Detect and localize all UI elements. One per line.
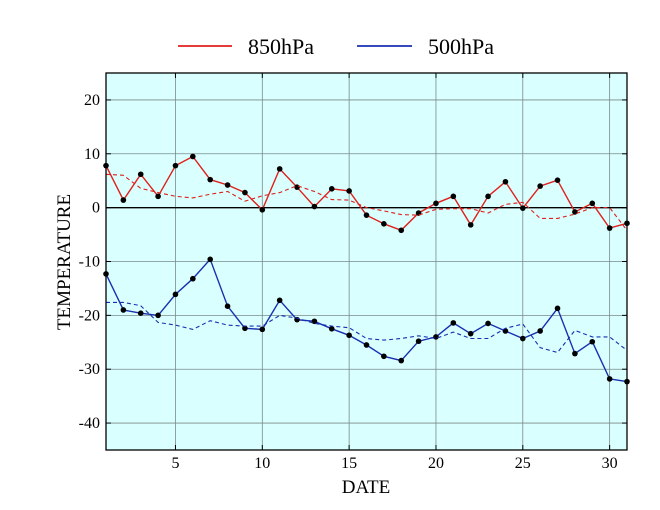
data-point-850hpa xyxy=(242,189,248,196)
data-point-500hpa xyxy=(242,325,248,332)
data-point-500hpa xyxy=(311,318,318,325)
data-point-850hpa xyxy=(537,183,543,189)
data-point-850hpa xyxy=(328,185,335,192)
data-point-500hpa xyxy=(485,320,491,327)
y-tick-label: -20 xyxy=(79,307,100,324)
y-tick-label: 10 xyxy=(84,146,100,163)
data-point-500hpa xyxy=(572,350,578,357)
y-tick-label: 20 xyxy=(84,92,100,109)
x-tick-label: 30 xyxy=(602,455,618,472)
legend-500hpa-label: 500hPa xyxy=(428,34,494,59)
data-point-500hpa xyxy=(467,330,474,337)
data-point-850hpa xyxy=(467,222,474,228)
data-point-500hpa xyxy=(415,338,422,345)
data-point-500hpa xyxy=(276,297,283,304)
series-layer xyxy=(103,153,630,385)
data-point-500hpa xyxy=(259,326,266,333)
y-tick-label: -40 xyxy=(79,415,100,432)
data-point-850hpa xyxy=(433,200,439,207)
y-tick-label: 0 xyxy=(92,200,100,217)
data-point-850hpa xyxy=(572,209,578,215)
data-point-500hpa xyxy=(520,335,526,342)
legend: 850hPa 500hPa xyxy=(178,34,494,59)
data-point-500hpa xyxy=(589,338,596,345)
data-point-850hpa xyxy=(589,200,596,207)
data-point-500hpa xyxy=(363,342,370,348)
y-axis-label: TEMPERATURE xyxy=(54,194,75,330)
data-point-850hpa xyxy=(520,205,526,211)
data-point-850hpa xyxy=(137,171,144,178)
series-line-850hpa-dashed xyxy=(105,173,628,231)
data-point-850hpa xyxy=(502,178,509,185)
x-axis-label: DATE xyxy=(342,477,391,498)
x-tick-label: 15 xyxy=(341,455,357,472)
data-point-500hpa xyxy=(328,326,335,332)
legend-850hpa-label: 850hPa xyxy=(248,34,314,59)
data-point-500hpa xyxy=(155,312,161,319)
data-point-850hpa xyxy=(294,184,300,190)
data-point-500hpa xyxy=(381,353,387,360)
data-point-850hpa xyxy=(276,166,283,172)
y-tick-label: -30 xyxy=(79,361,100,378)
data-point-500hpa xyxy=(554,305,561,312)
y-tick-label: -10 xyxy=(79,254,100,271)
data-point-850hpa xyxy=(311,203,318,210)
data-point-850hpa xyxy=(606,225,613,231)
series-line-500hpa-dashed xyxy=(106,301,628,354)
data-point-500hpa xyxy=(606,376,613,382)
data-point-850hpa xyxy=(450,193,457,200)
data-point-850hpa xyxy=(363,212,370,218)
x-tick-label: 25 xyxy=(515,455,531,472)
data-point-850hpa xyxy=(172,162,179,169)
data-point-850hpa xyxy=(346,188,352,194)
data-point-850hpa xyxy=(120,197,127,203)
grid xyxy=(106,73,627,450)
data-point-850hpa xyxy=(398,227,405,234)
data-point-850hpa xyxy=(381,221,387,227)
x-tick-label: 20 xyxy=(428,455,444,472)
data-point-850hpa xyxy=(207,176,213,183)
data-point-500hpa xyxy=(137,310,144,317)
data-point-500hpa xyxy=(207,256,213,263)
data-point-500hpa xyxy=(450,320,457,326)
data-point-500hpa xyxy=(433,334,439,340)
data-point-500hpa xyxy=(190,275,196,282)
data-point-850hpa xyxy=(190,153,196,160)
data-point-850hpa xyxy=(224,182,231,188)
data-point-850hpa xyxy=(155,193,161,200)
x-tick-label: 5 xyxy=(171,455,179,472)
data-point-850hpa xyxy=(554,177,561,183)
data-point-500hpa xyxy=(224,303,231,310)
data-point-500hpa xyxy=(537,328,543,334)
axis-ticks: 5 10 15 20 25 30 20 10 0 -10 -20 -30 -40 xyxy=(79,73,627,472)
data-point-500hpa xyxy=(398,357,405,364)
data-point-850hpa xyxy=(485,193,491,200)
data-point-500hpa xyxy=(346,332,352,339)
x-tick-label: 10 xyxy=(254,455,270,472)
data-point-500hpa xyxy=(172,291,179,298)
data-point-850hpa xyxy=(259,206,266,213)
data-point-500hpa xyxy=(120,307,127,313)
